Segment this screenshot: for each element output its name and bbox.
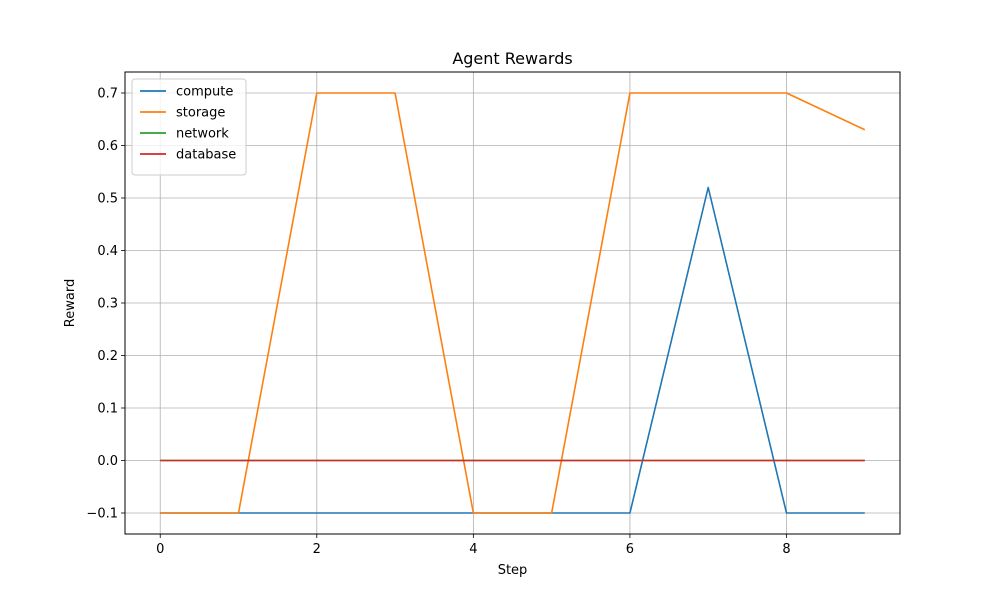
y-tick-label: 0.2	[97, 349, 118, 364]
chart-title: Agent Rewards	[452, 49, 572, 68]
y-tick-label: −0.1	[86, 507, 118, 522]
series-line-storage	[160, 92, 866, 514]
legend-label-database: database	[176, 148, 236, 163]
legend-label-network: network	[176, 127, 229, 142]
legend-label-storage: storage	[176, 106, 225, 121]
y-tick-label: 0.4	[97, 244, 118, 259]
grid	[125, 72, 900, 534]
x-tick-label: 0	[156, 542, 164, 557]
ticks: 0 2 4 6 8 −0.1 0.0 0.1 0.2 0.3 0.4 0.5 0.6 0.7	[86, 87, 790, 558]
y-tick-label: 0.7	[97, 87, 118, 102]
y-tick-label: 0.0	[97, 454, 118, 469]
y-tick-label: 0.1	[97, 402, 118, 417]
y-tick-label: 0.5	[97, 192, 118, 207]
x-tick-label: 4	[469, 542, 477, 557]
y-tick-label: 0.3	[97, 297, 118, 312]
x-axis-label: Step	[498, 563, 528, 578]
legend-label-compute: compute	[176, 85, 233, 100]
legend: compute storage network database	[131, 78, 247, 176]
x-tick-label: 8	[782, 542, 790, 557]
x-tick-label: 2	[313, 542, 321, 557]
y-tick-label: 0.6	[97, 139, 118, 154]
x-tick-label: 6	[626, 542, 634, 557]
legend-box	[131, 78, 247, 176]
y-axis-label: Reward	[63, 279, 78, 327]
series-lines	[160, 92, 866, 514]
